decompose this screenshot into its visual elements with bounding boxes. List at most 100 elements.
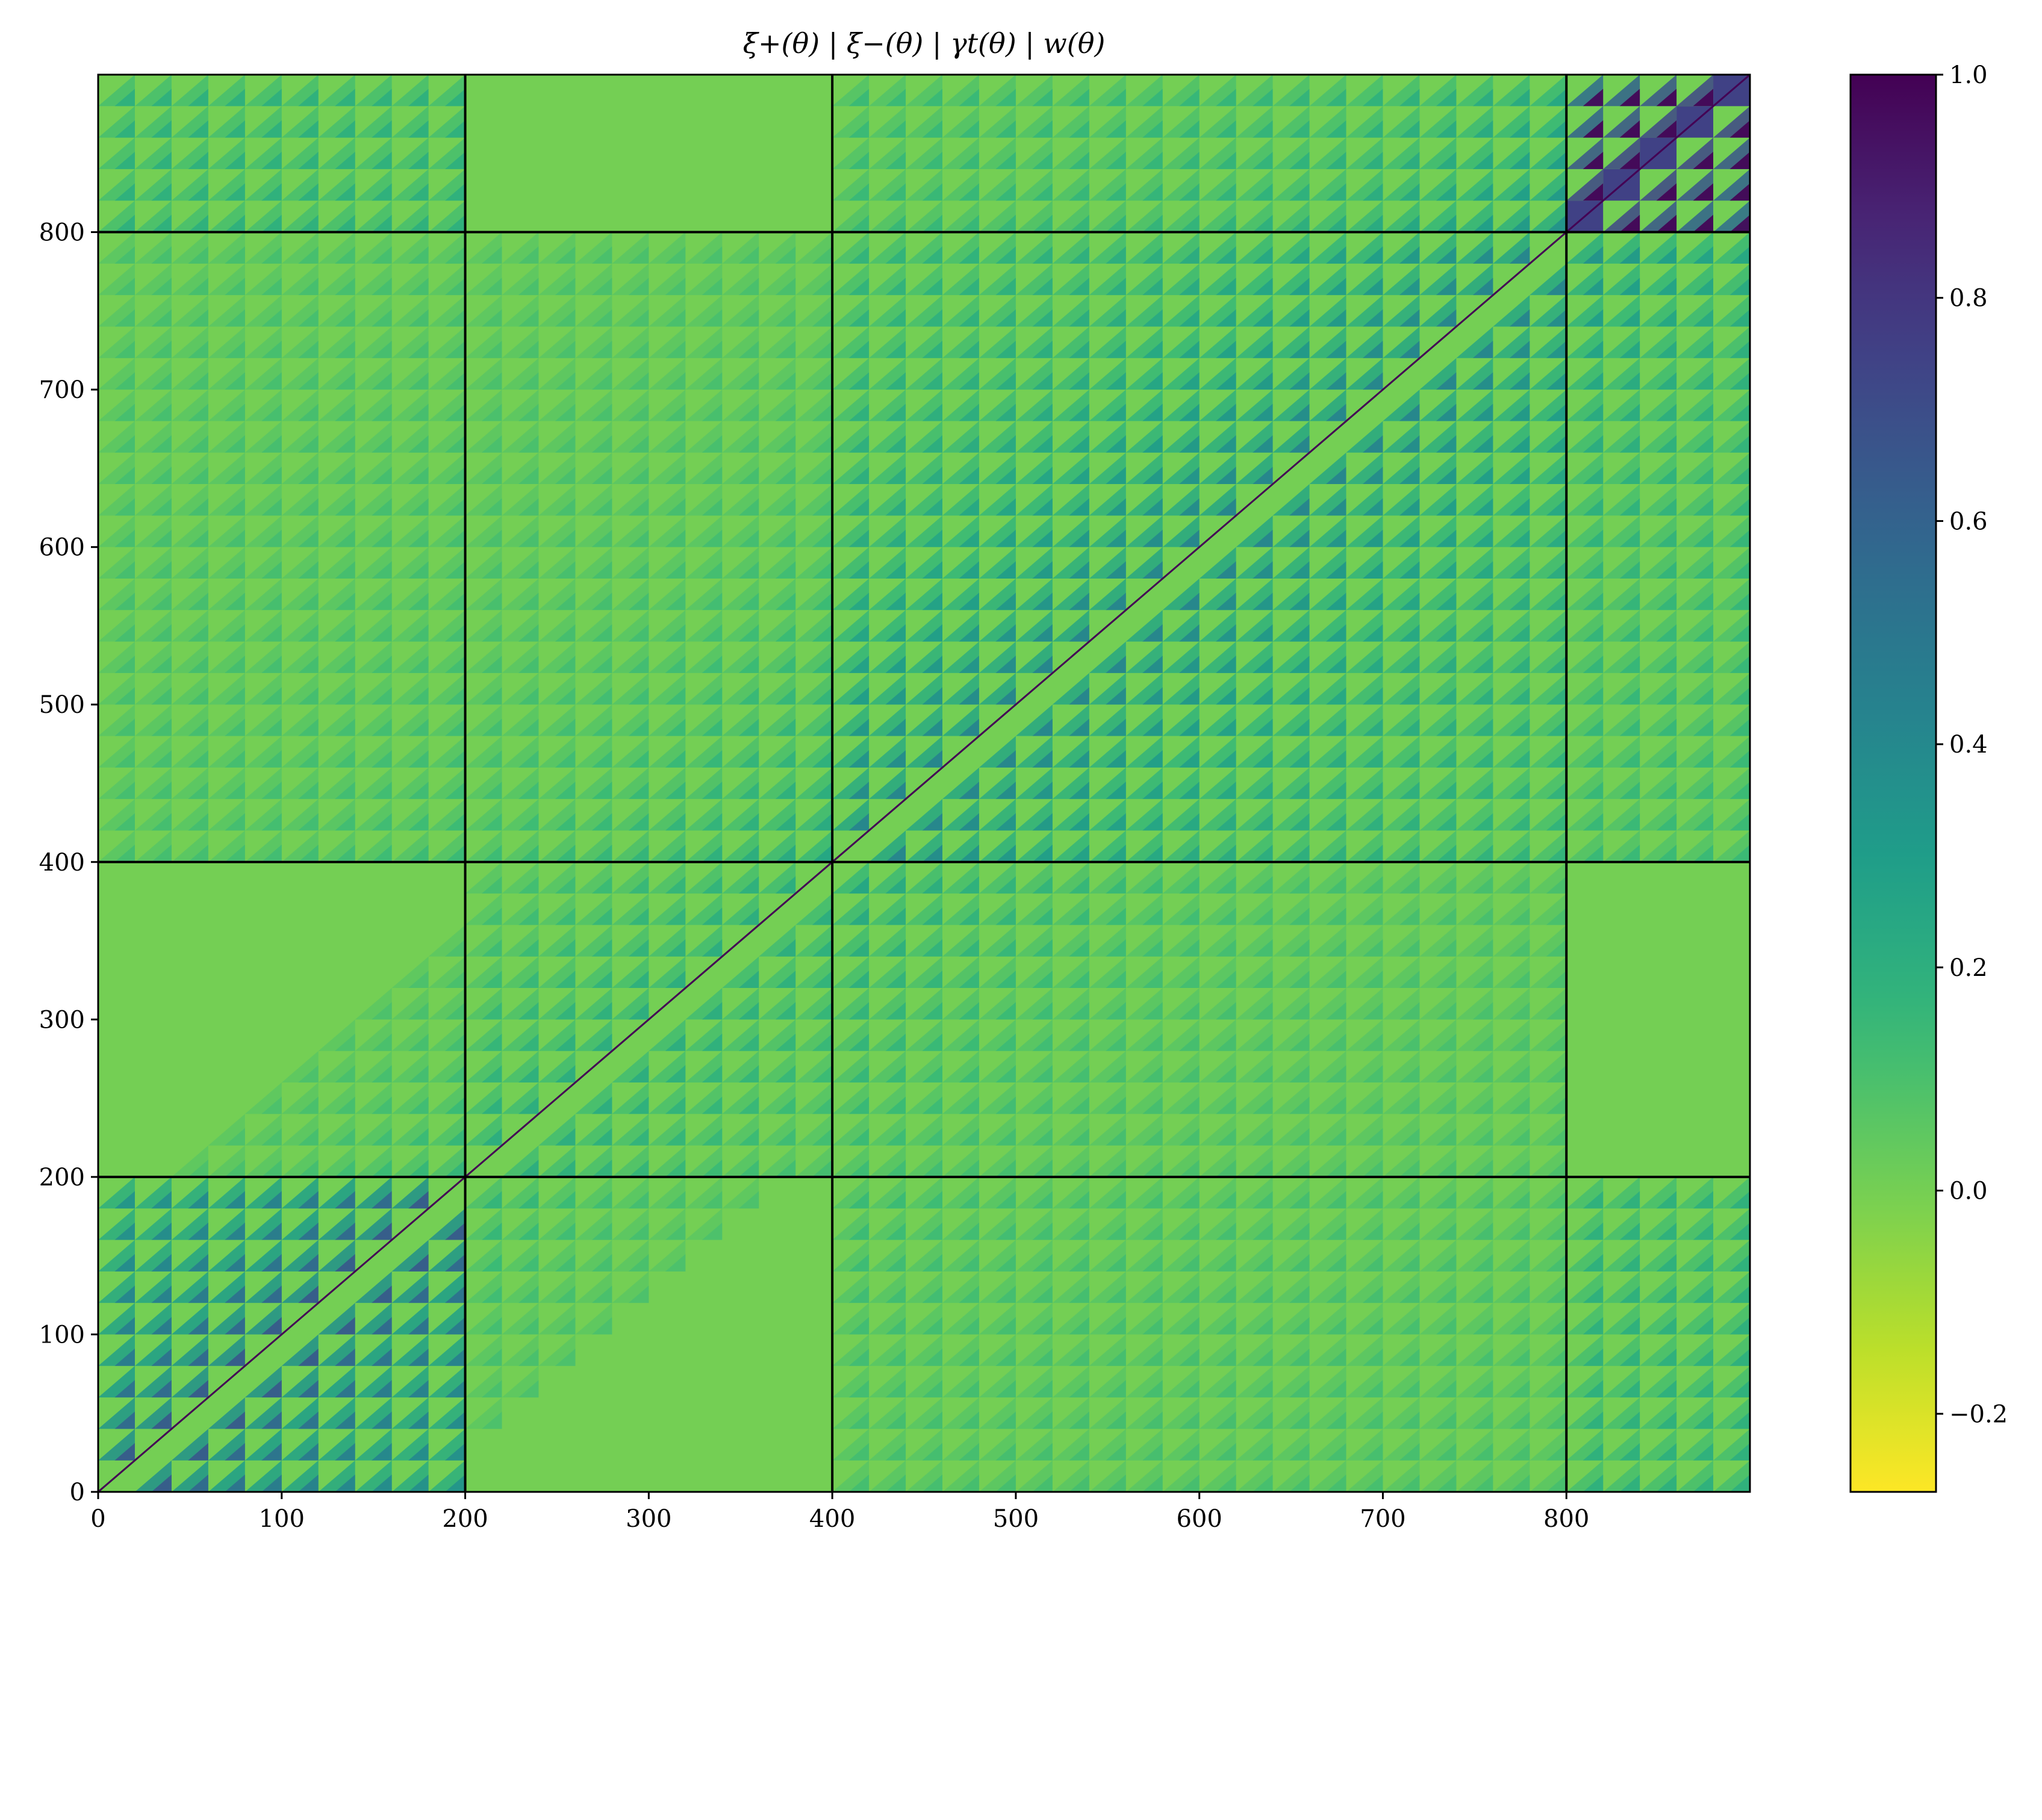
heatmap-cell-core — [1362, 1128, 1383, 1146]
heatmap-cell-core — [812, 1160, 833, 1177]
heatmap-cell-core — [151, 372, 172, 390]
heatmap-cell-core — [114, 781, 135, 800]
heatmap-cell-core — [665, 246, 686, 264]
heatmap-cell-core — [1216, 1443, 1236, 1461]
heatmap-cell-core — [335, 341, 355, 358]
heatmap-cell-core — [1253, 467, 1273, 485]
heatmap-cell-core — [922, 687, 942, 705]
heatmap-cell-core — [1583, 781, 1604, 800]
heatmap-cell-core — [1179, 246, 1200, 264]
heatmap-cell-core — [775, 467, 796, 485]
heatmap-cell-core — [1142, 1285, 1163, 1303]
heatmap-cell-core — [922, 561, 942, 579]
heatmap-cell-core — [1583, 1380, 1604, 1398]
heatmap-cell-core — [1289, 592, 1310, 610]
heatmap-cell-core — [1216, 561, 1236, 579]
heatmap-cell-core — [372, 1317, 392, 1335]
heatmap-cell-core — [114, 1254, 135, 1272]
heatmap-cell-core — [959, 529, 979, 547]
heatmap-cell-core — [1362, 372, 1383, 390]
heatmap-cell-core — [1399, 1002, 1420, 1020]
heatmap-cell-core — [408, 403, 429, 421]
heatmap-cell-core — [995, 1065, 1016, 1082]
heatmap-cell-core — [702, 718, 723, 736]
heatmap-cell-core — [812, 813, 833, 831]
heatmap-cell-core — [408, 781, 429, 800]
heatmap-cell-core — [555, 687, 576, 705]
heatmap-cell-core — [1325, 1096, 1346, 1114]
heatmap-cell-core — [151, 561, 172, 579]
heatmap-cell-core — [1106, 1474, 1126, 1492]
heatmap-cell-core — [1619, 750, 1640, 768]
heatmap-cell-core — [1216, 939, 1236, 957]
heatmap-cell-core — [1399, 750, 1420, 768]
heatmap-cell-core — [1362, 561, 1383, 579]
heatmap-cell-core — [1179, 120, 1200, 138]
heatmap-cell-core — [1179, 278, 1200, 296]
heatmap-cell-core — [225, 467, 245, 485]
heatmap-cell-core — [518, 278, 539, 296]
heatmap-cell-core — [1472, 939, 1493, 957]
heatmap-cell-core — [995, 1317, 1016, 1335]
colorbar-tick-label: 0.4 — [1949, 731, 1988, 759]
heatmap-cell-core — [1179, 152, 1200, 169]
heatmap-cell-core — [1472, 1160, 1493, 1177]
heatmap-cell-core — [1362, 89, 1383, 107]
heatmap-cell-core — [1693, 278, 1714, 296]
heatmap-cell-core — [628, 561, 649, 579]
heatmap-cell-core — [481, 309, 502, 327]
heatmap-cell-core — [775, 435, 796, 453]
heatmap-cell-core — [702, 341, 723, 358]
heatmap-cell-core — [1325, 246, 1346, 264]
heatmap-cell-core — [1583, 1254, 1604, 1272]
heatmap-cell-core — [1509, 529, 1530, 547]
heatmap-cell-core — [1106, 1380, 1126, 1398]
heatmap-cell-core — [1253, 718, 1273, 736]
heatmap-cell-core — [1399, 1348, 1420, 1366]
heatmap-cell-core — [225, 341, 245, 358]
heatmap-cell-core — [995, 1411, 1016, 1429]
heatmap-cell-core — [114, 561, 135, 579]
heatmap-cell-core — [151, 813, 172, 831]
heatmap-cell-core — [261, 1474, 282, 1492]
heatmap-cell-core — [1546, 592, 1567, 610]
heatmap-cell-core — [481, 435, 502, 453]
heatmap-cell-core — [151, 89, 172, 107]
heatmap-cell-core — [1253, 152, 1273, 169]
heatmap-cell-core — [1619, 246, 1640, 264]
heatmap-cell-core — [1509, 1474, 1530, 1492]
heatmap-cell-core — [1032, 813, 1053, 831]
heatmap-cell-core — [959, 1128, 979, 1146]
heatmap-cell-core — [848, 876, 870, 894]
heatmap-cell-core — [1583, 529, 1604, 547]
heatmap-cell-core — [298, 687, 319, 705]
heatmap-cell-core — [445, 718, 465, 736]
heatmap-cell-core — [225, 214, 245, 232]
heatmap-cell-core — [114, 278, 135, 296]
heatmap-cell-core — [848, 246, 870, 264]
heatmap-cell-core — [738, 372, 759, 390]
heatmap-cell-core — [959, 907, 979, 925]
heatmap-cell-core — [1472, 278, 1493, 296]
heatmap-cell-core — [1289, 246, 1310, 264]
heatmap-cell-core — [1472, 971, 1493, 989]
heatmap-cell-core — [408, 971, 429, 989]
heatmap-cell-core — [885, 1002, 906, 1020]
heatmap-cell-core — [518, 876, 539, 894]
heatmap-cell-core — [1325, 1002, 1346, 1020]
heatmap-cell-core — [995, 278, 1016, 296]
heatmap-cell-core — [1399, 1285, 1420, 1303]
heatmap-cell-core — [885, 1285, 906, 1303]
heatmap-cell-core — [1106, 907, 1126, 925]
heatmap-cell-core — [738, 1160, 759, 1177]
heatmap-cell-core — [1619, 89, 1640, 107]
heatmap-cell-core — [114, 89, 135, 107]
heatmap-cell-core — [225, 1191, 245, 1209]
heatmap-cell-core — [1032, 781, 1053, 800]
heatmap-cell-core — [1546, 876, 1567, 894]
heatmap-cell-core — [702, 592, 723, 610]
heatmap-cell-core — [188, 246, 208, 264]
heatmap-cell-core — [1216, 1033, 1236, 1051]
heatmap-cell-core — [445, 561, 465, 579]
heatmap-cell-core — [1142, 1065, 1163, 1082]
